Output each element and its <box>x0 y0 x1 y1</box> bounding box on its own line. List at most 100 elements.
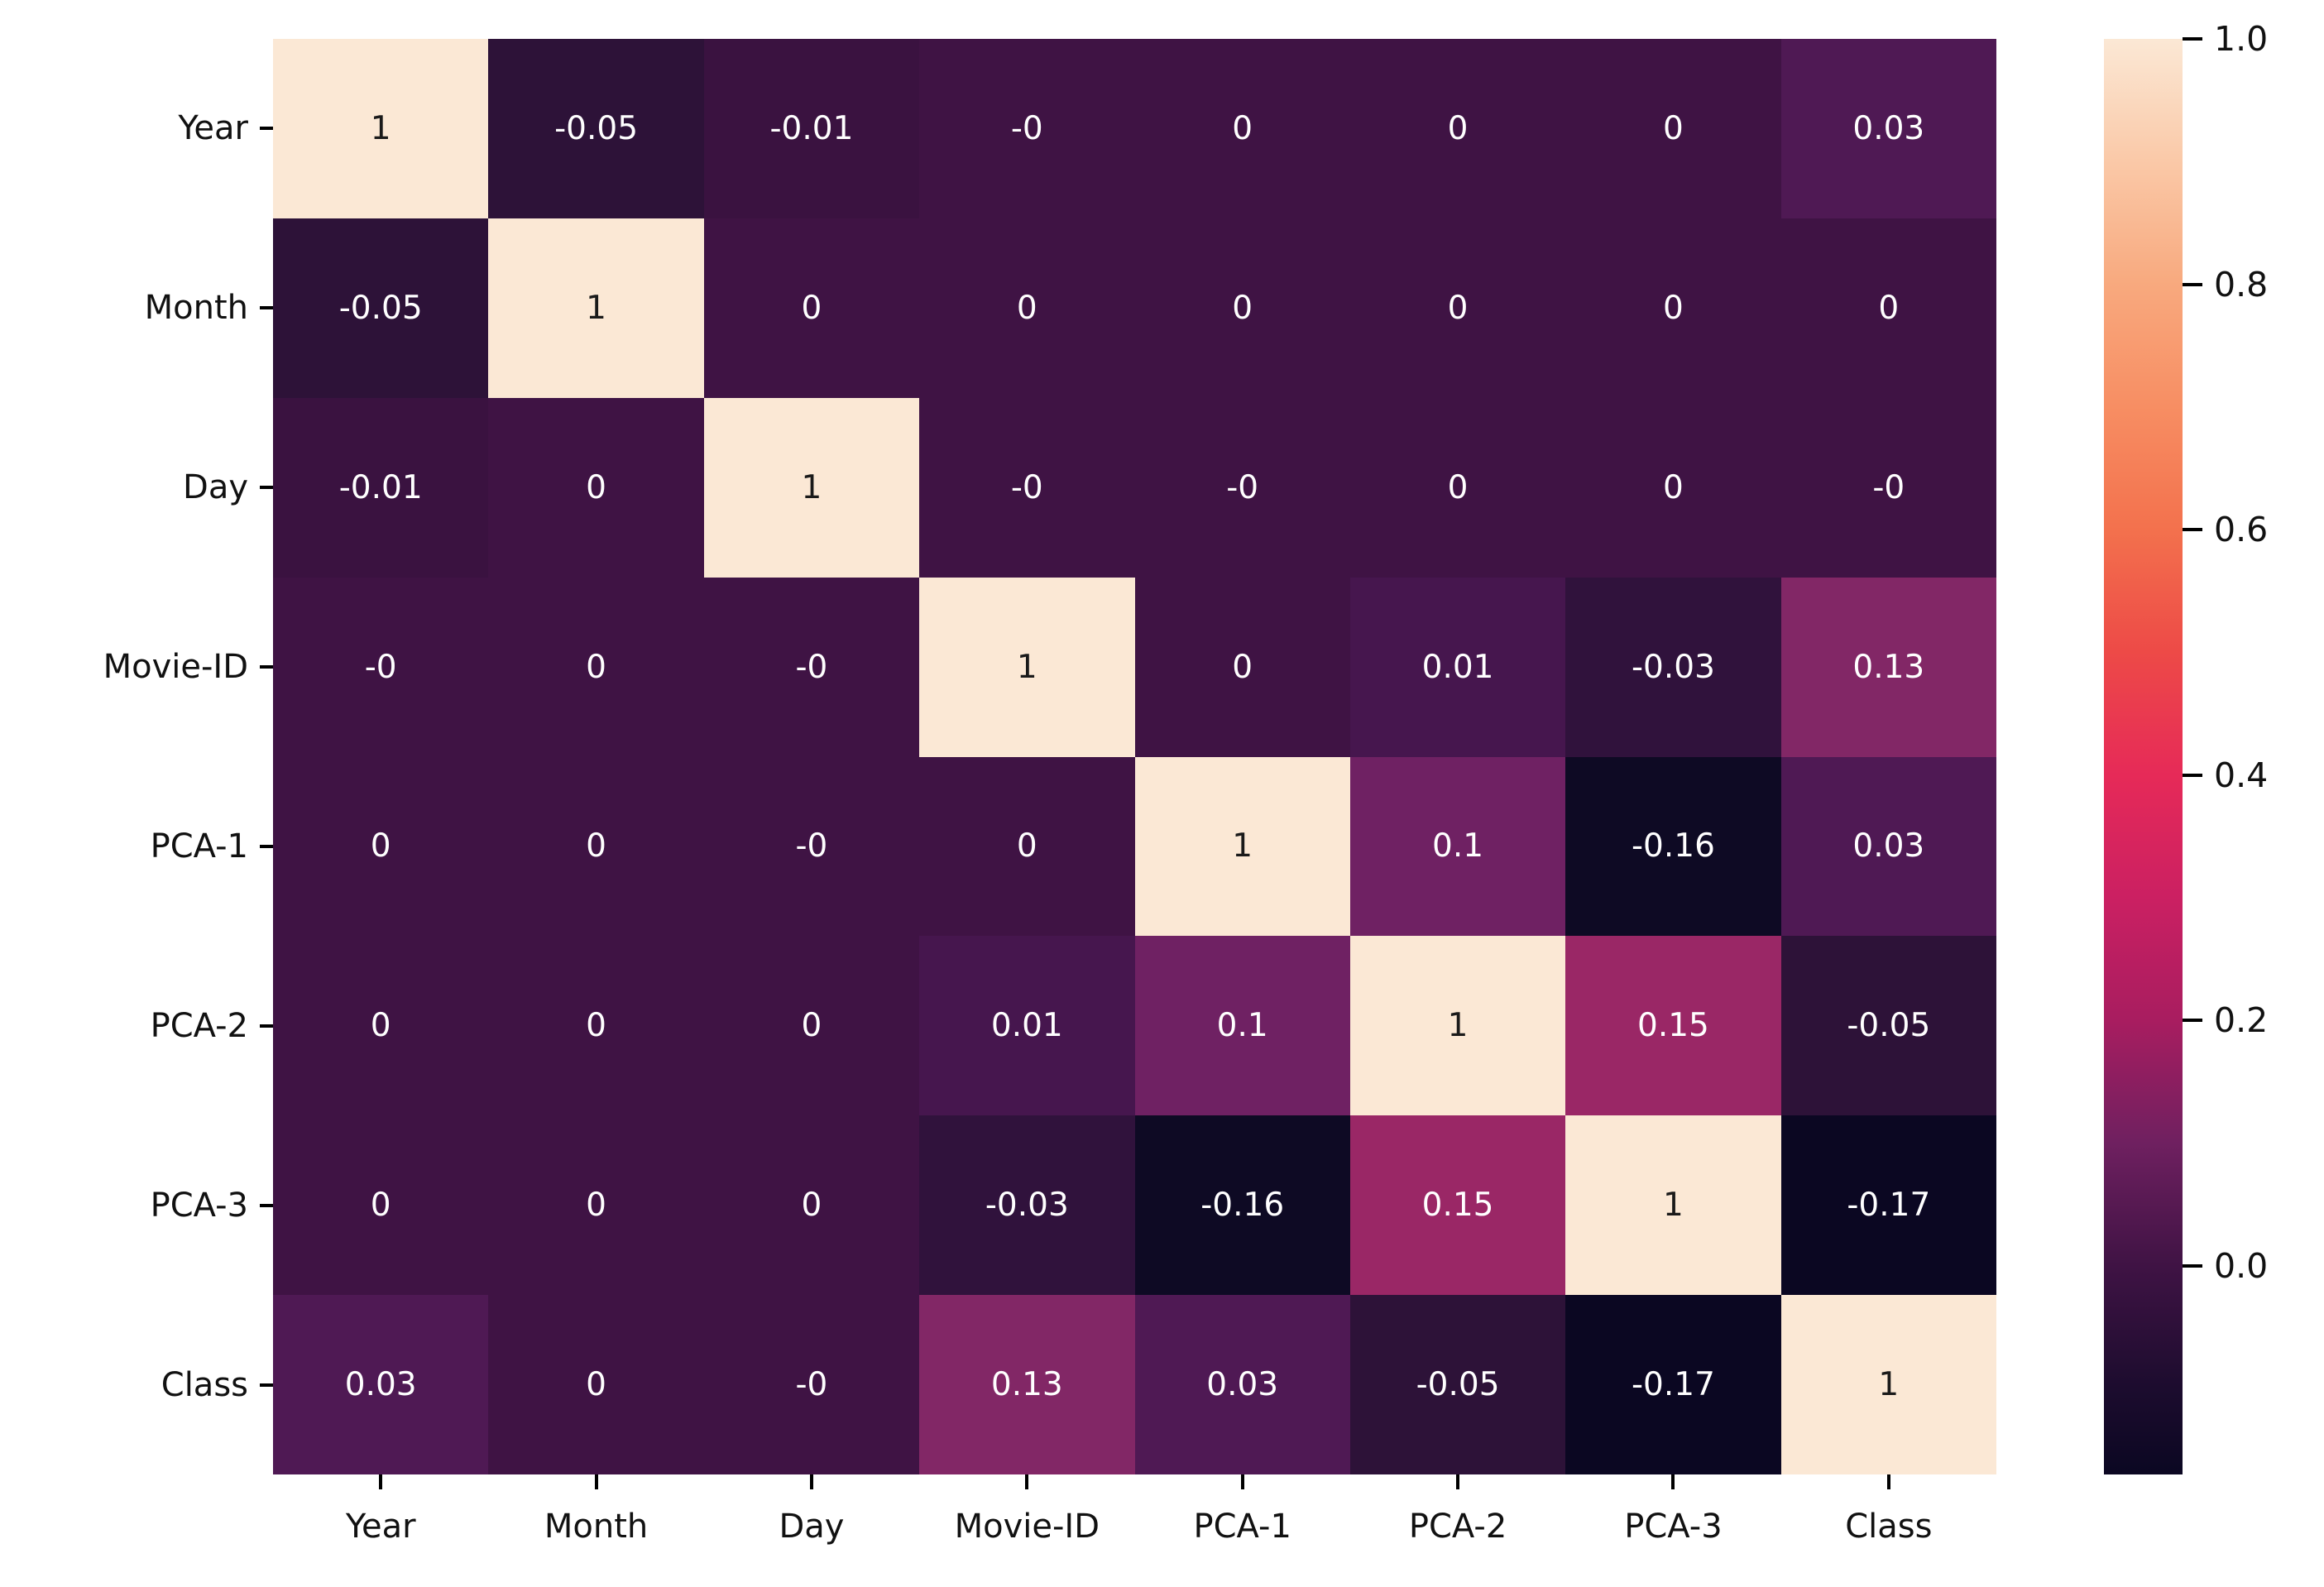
heatmap-cell: 0 <box>919 218 1135 398</box>
heatmap-cell: 0.1 <box>1349 756 1566 937</box>
heatmap-cell: 0.15 <box>1565 936 1781 1116</box>
heatmap-grid: 1 -0.05 -0.01 -0 0 0 0 0.03 -0.05 1 0 0 0 0 0 0 -0.01 0 1-… <box>273 39 1996 1474</box>
heatmap-cell: -0 <box>273 577 489 757</box>
heatmap-cell: 0 <box>488 936 704 1116</box>
heatmap-cell: -0 <box>703 756 920 937</box>
y-tick-mark <box>260 1024 273 1028</box>
y-axis-label: Year <box>178 109 248 148</box>
heatmap-cell: 0 <box>703 936 920 1116</box>
y-tick-mark <box>260 306 273 310</box>
heatmap-cell: -0.16 <box>1134 1115 1350 1296</box>
x-axis-label: Movie-ID <box>954 1508 1100 1546</box>
heatmap-cell: 0.15 <box>1349 1115 1566 1296</box>
heatmap-cell: 0 <box>488 1295 704 1474</box>
heatmap-cell: 1 <box>1780 1295 1996 1474</box>
colorbar-tick-mark <box>2183 1263 2202 1268</box>
heatmap-cell: 0.03 <box>273 1295 489 1474</box>
colorbar-tick-mark <box>2183 37 2202 41</box>
heatmap-cell: -0.03 <box>919 1115 1135 1296</box>
y-axis-label: Month <box>144 289 248 328</box>
heatmap-cell: 0.13 <box>919 1295 1135 1474</box>
heatmap-cell: 0 <box>488 397 704 578</box>
heatmap-cell: 0 <box>703 1115 920 1296</box>
heatmap-cell: -0.05 <box>273 218 489 398</box>
heatmap-cell: -0.01 <box>273 397 489 578</box>
y-axis-label: Day <box>183 468 248 507</box>
heatmap-cell: 0 <box>273 756 489 937</box>
heatmap-cell: -0 <box>703 577 920 757</box>
y-axis-label: PCA-3 <box>150 1186 248 1225</box>
x-tick-mark <box>379 1474 383 1489</box>
x-tick-mark <box>809 1474 813 1489</box>
heatmap-cell: 0 <box>1565 39 1781 218</box>
colorbar-tick-mark <box>2183 1019 2202 1023</box>
x-axis-label: PCA-3 <box>1624 1508 1723 1546</box>
x-axis-label: PCA-1 <box>1193 1508 1291 1546</box>
x-axis-label: Day <box>779 1508 845 1546</box>
x-axis-label: Year <box>345 1508 416 1546</box>
heatmap-cell: -0.17 <box>1565 1295 1781 1474</box>
x-tick-mark <box>1671 1474 1675 1489</box>
x-axis-label: Class <box>1845 1508 1933 1546</box>
y-tick-mark <box>260 1203 273 1207</box>
heatmap-cell: 0.1 <box>1134 936 1350 1116</box>
heatmap-cell: -0.05 <box>1349 1295 1566 1474</box>
colorbar-tick-label: 0.8 <box>2214 264 2269 304</box>
colorbar-tick-mark <box>2183 528 2202 532</box>
colorbar-tick-label: 0.0 <box>2214 1245 2269 1286</box>
x-tick-mark <box>1456 1474 1460 1489</box>
x-tick-mark <box>1240 1474 1244 1489</box>
colorbar-tick-label: 0.6 <box>2214 510 2269 550</box>
y-tick-mark <box>260 486 273 490</box>
x-tick-mark <box>594 1474 598 1489</box>
heatmap-cell: 0 <box>919 756 1135 937</box>
y-axis-label: Movie-ID <box>103 648 248 687</box>
heatmap-cell: 0 <box>1134 39 1350 218</box>
heatmap-cell: -0.16 <box>1565 756 1781 937</box>
colorbar-tick-mark <box>2183 282 2202 286</box>
heatmap-cell: 0 <box>703 218 920 398</box>
heatmap-cell: -0.01 <box>703 39 920 218</box>
heatmap-cell: 0 <box>488 1115 704 1296</box>
heatmap-cell: 0 <box>1349 218 1566 398</box>
x-tick-mark <box>1886 1474 1890 1489</box>
x-axis-label: Month <box>544 1508 649 1546</box>
heatmap-cell: 0.01 <box>919 936 1135 1116</box>
heatmap-cell: 1 <box>488 218 704 398</box>
heatmap-cell: 0.01 <box>1349 577 1566 757</box>
heatmap-cell: 1 <box>1134 756 1350 937</box>
heatmap-cell: 0 <box>1565 218 1781 398</box>
heatmap-cell: 0 <box>1565 397 1781 578</box>
heatmap-cell: 0 <box>1349 397 1566 578</box>
heatmap-cell: 1 <box>919 577 1135 757</box>
heatmap-cell: -0 <box>919 39 1135 218</box>
heatmap-cell: 0 <box>1134 218 1350 398</box>
colorbar-tick-label: 1.0 <box>2214 19 2269 59</box>
y-tick-mark <box>260 1383 273 1387</box>
heatmap-cell: -0.03 <box>1565 577 1781 757</box>
heatmap-cell: 1 <box>703 397 920 578</box>
y-tick-mark <box>260 665 273 669</box>
heatmap-cell: 0 <box>1349 39 1566 218</box>
heatmap-cell: -0 <box>703 1295 920 1474</box>
heatmap-cell: 0 <box>273 936 489 1116</box>
heatmap-cell: 0 <box>1134 577 1350 757</box>
heatmap-cell: 0 <box>1780 218 1996 398</box>
heatmap-cell: 0.03 <box>1134 1295 1350 1474</box>
heatmap-cell: -0.05 <box>1780 936 1996 1116</box>
colorbar <box>2104 39 2183 1474</box>
y-tick-mark <box>260 127 273 131</box>
colorbar-tick-label: 0.2 <box>2214 1000 2269 1041</box>
y-axis-label: PCA-1 <box>150 827 248 865</box>
y-axis-label: PCA-2 <box>150 1006 248 1045</box>
heatmap-cell: 0.03 <box>1780 39 1996 218</box>
heatmap-cell: 1 <box>1349 936 1566 1116</box>
heatmap-cell: 0.13 <box>1780 577 1996 757</box>
heatmap-cell: -0 <box>919 397 1135 578</box>
heatmap-cell: -0.17 <box>1780 1115 1996 1296</box>
heatmap-cell: -0.05 <box>488 39 704 218</box>
heatmap-cell: -0 <box>1134 397 1350 578</box>
heatmap-cell: -0 <box>1780 397 1996 578</box>
heatmap-cell: 0 <box>488 756 704 937</box>
